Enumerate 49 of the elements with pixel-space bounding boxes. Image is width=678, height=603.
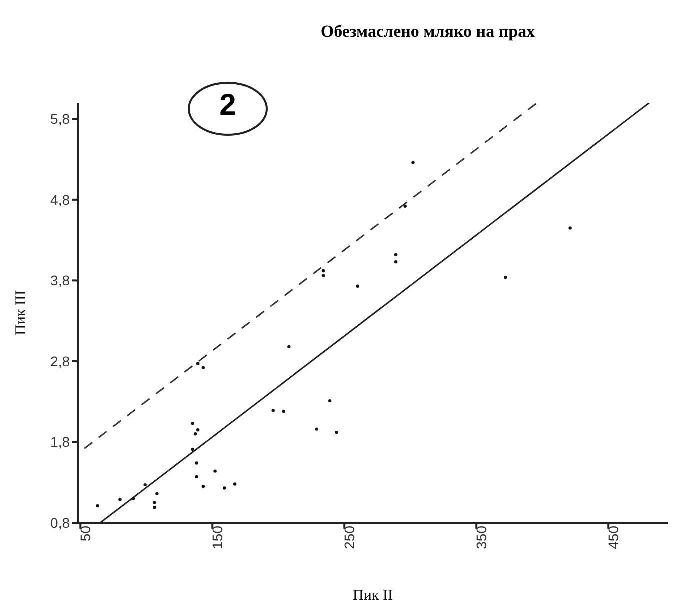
y-tick-label: 5,8: [50, 111, 70, 128]
point: [96, 504, 100, 508]
x-tick-label: 250: [342, 526, 358, 550]
y-tick-label: 0,8: [50, 514, 70, 531]
point: [195, 462, 198, 465]
point: [132, 497, 136, 500]
point: [335, 430, 338, 434]
point: [118, 498, 122, 502]
point: [233, 482, 237, 486]
y-tick-label: 4,8: [50, 192, 70, 208]
point: [152, 501, 156, 504]
point: [288, 345, 291, 349]
x-tick-label: 50: [78, 526, 94, 542]
x-tick-label: 150: [210, 526, 226, 550]
point: [144, 483, 147, 487]
point: [394, 253, 398, 256]
point: [196, 428, 200, 432]
y-tick-label: 3,8: [50, 272, 70, 289]
point: [152, 506, 156, 510]
annotation: 2: [218, 89, 238, 123]
point: [202, 485, 205, 488]
point: [356, 284, 360, 288]
point: [282, 410, 286, 414]
point: [191, 448, 194, 452]
point: [191, 422, 194, 426]
point: [315, 428, 319, 431]
point: [202, 366, 205, 370]
point: [328, 399, 332, 403]
point: [272, 409, 275, 412]
point: [222, 486, 226, 490]
point: [214, 470, 217, 473]
point: [404, 204, 407, 208]
point: [568, 226, 572, 230]
point: [412, 161, 415, 164]
point: [322, 269, 326, 273]
point: [195, 475, 198, 479]
y-tick-label: 1,8: [50, 434, 70, 450]
x-axis-title: Пик II: [353, 588, 393, 603]
point: [156, 492, 159, 496]
x-tick-label: 350: [474, 526, 490, 550]
point: [322, 274, 326, 278]
y-axis-title: Пик III: [13, 290, 30, 336]
point: [196, 362, 200, 366]
point: [394, 260, 398, 264]
point: [194, 432, 198, 436]
x-tick-label: 450: [606, 526, 622, 550]
chart-title: Обезмаслено мляко на прах: [320, 22, 536, 42]
y-tick-label: 2,8: [50, 353, 70, 370]
point: [504, 276, 508, 280]
